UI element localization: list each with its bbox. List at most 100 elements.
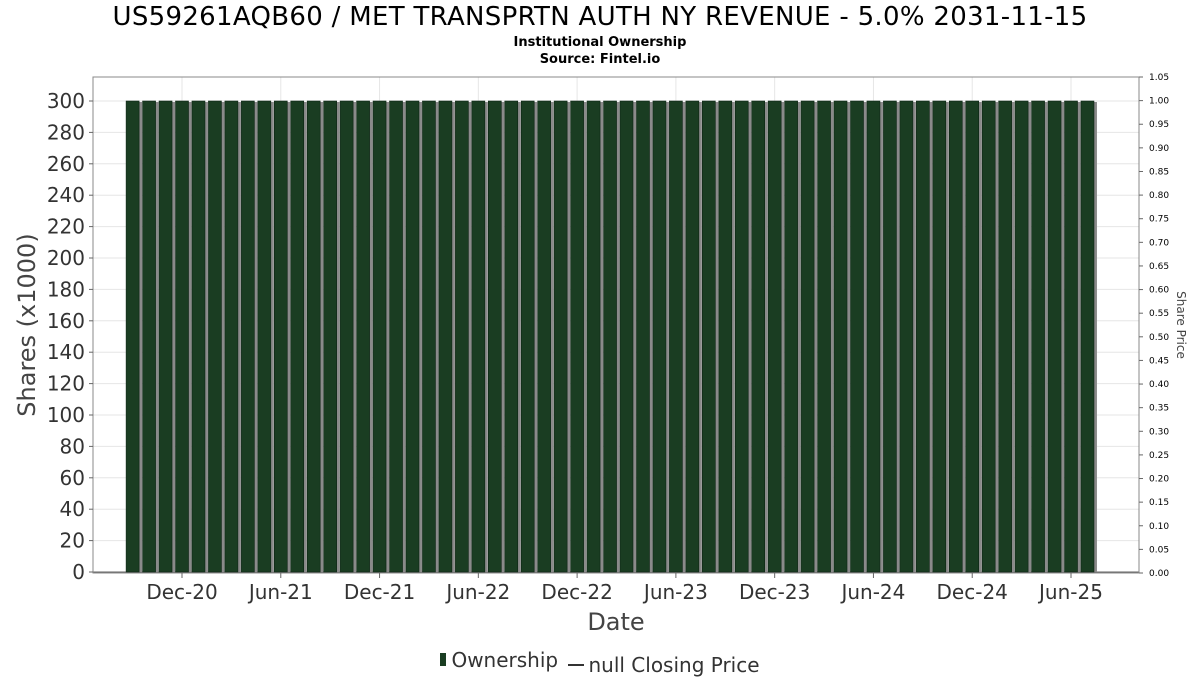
bar: [1080, 100, 1095, 573]
y-tick-label: 0: [72, 560, 85, 584]
y-tick-label: 120: [47, 372, 85, 396]
y-tick-label: 240: [47, 183, 85, 207]
bar: [702, 100, 716, 573]
bar: [916, 100, 930, 573]
y2-axis-title: Share Price: [1174, 291, 1188, 359]
bar: [537, 100, 551, 573]
bar: [356, 100, 370, 573]
y2-tick-label: 1.00: [1149, 97, 1169, 107]
y-tick-label: 140: [47, 340, 85, 364]
x-tick-label: Dec-22: [541, 580, 612, 604]
bar: [619, 100, 634, 573]
bar: [1031, 100, 1045, 573]
bar: [372, 100, 387, 573]
bar: [866, 100, 881, 573]
chart-source: Source: Fintel.io: [539, 52, 661, 67]
bar: [553, 100, 568, 573]
bar: [142, 100, 156, 573]
bar: [850, 100, 864, 573]
y-tick-label: 80: [60, 434, 85, 458]
bar: [208, 100, 222, 573]
bar: [504, 100, 519, 573]
y-tick-label: 300: [47, 89, 85, 113]
bar: [833, 100, 848, 573]
x-axis: Dec-20 Jun-21 Dec-21 Jun-22 Dec-22 Jun-23 Dec-…: [146, 573, 1103, 604]
y2-tick-label: 0.30: [1149, 427, 1169, 437]
y2-tick-label: 0.40: [1149, 380, 1169, 390]
bar: [290, 100, 305, 573]
bar: [965, 100, 980, 573]
bar: [520, 100, 535, 573]
bar: [389, 100, 403, 573]
legend-item-ownership[interactable]: Ownership: [440, 648, 558, 672]
plot-area: [92, 76, 1140, 574]
bar: [981, 100, 996, 573]
y-tick-label: 160: [47, 309, 85, 333]
bar: [669, 100, 683, 573]
bar: [784, 100, 798, 573]
y2-tick-label: 0.90: [1149, 144, 1169, 154]
y2-tick-label: 0.25: [1149, 451, 1169, 461]
legend: Ownership null Closing Price: [0, 647, 1200, 677]
bar: [948, 100, 963, 573]
bar: [191, 100, 206, 573]
bar: [767, 100, 782, 573]
bar: [224, 100, 239, 573]
y2-tick-label: 0.15: [1149, 498, 1169, 508]
bar: [487, 100, 502, 573]
chart-title: US59261AQB60 / MET TRANSPRTN AUTH NY REV…: [112, 2, 1088, 32]
bar: [241, 100, 255, 573]
legend-item-price[interactable]: null Closing Price: [564, 653, 760, 677]
bar: [438, 100, 453, 573]
y-axis-right: 0.00 0.05 0.10 0.15 0.20 0.25 0.30 0.35 0.40 0.45…: [1139, 73, 1169, 579]
x-tick-label: Jun-25: [1037, 580, 1103, 604]
bar: [455, 100, 469, 573]
y2-tick-label: 0.85: [1149, 167, 1169, 177]
bar: [603, 100, 617, 573]
bar: [158, 100, 173, 573]
x-tick-label: Jun-21: [247, 580, 313, 604]
bar: [718, 100, 733, 573]
bar: [323, 100, 337, 573]
bar: [306, 100, 321, 573]
y2-tick-label: 0.35: [1149, 404, 1169, 414]
bar: [751, 100, 766, 573]
x-tick-label: Dec-23: [739, 580, 810, 604]
y2-tick-label: 0.00: [1149, 569, 1169, 579]
y2-tick-label: 0.70: [1149, 238, 1169, 248]
bar: [339, 100, 354, 573]
y-tick-label: 60: [60, 466, 85, 490]
y-axis-title: Shares (x1000): [13, 233, 41, 416]
y2-tick-label: 1.05: [1149, 73, 1169, 83]
bar: [1047, 100, 1062, 573]
y-tick-label: 220: [47, 215, 85, 239]
bars-group: [125, 100, 1097, 573]
chart-subtitle: Institutional Ownership: [513, 35, 687, 50]
y2-tick-label: 0.80: [1149, 191, 1169, 201]
x-axis-title: Date: [587, 608, 644, 636]
legend-ownership-label: Ownership: [451, 647, 559, 672]
y2-tick-label: 0.45: [1149, 356, 1169, 366]
bar: [257, 100, 272, 573]
bar: [471, 100, 486, 573]
x-tick-label: Dec-21: [344, 580, 415, 604]
x-tick-label: Jun-24: [839, 580, 905, 604]
bar: [422, 100, 436, 573]
bar: [685, 100, 700, 573]
bar: [932, 100, 947, 573]
y2-tick-label: 0.10: [1149, 522, 1169, 532]
y-tick-label: 200: [47, 246, 85, 270]
bar: [636, 100, 650, 573]
x-tick-label: Jun-23: [642, 580, 708, 604]
y-tick-label: 180: [47, 277, 85, 301]
bar: [586, 100, 601, 573]
bar: [1064, 100, 1078, 573]
x-tick-label: Dec-24: [937, 580, 1008, 604]
bar: [125, 100, 140, 573]
legend-price-label: null Closing Price: [588, 653, 760, 677]
y-tick-label: 280: [47, 120, 85, 144]
bar: [405, 100, 420, 573]
y2-tick-label: 0.50: [1149, 333, 1169, 343]
bar: [734, 100, 749, 573]
x-tick-label: Dec-20: [146, 580, 217, 604]
